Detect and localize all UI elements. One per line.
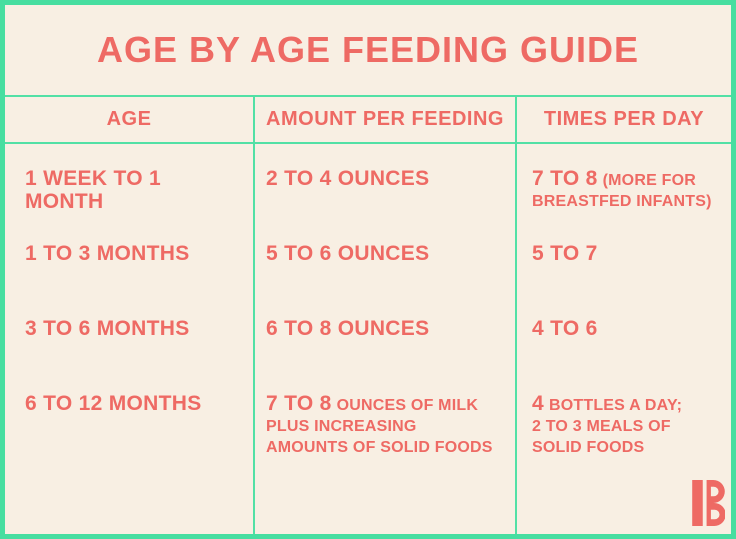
table-row-4-age-cell: 6 TO 12 MONTHS — [5, 369, 253, 534]
times-note: (MORE FOR — [602, 172, 696, 189]
table-row-1-amount-cell: 2 TO 4 OUNCES — [253, 144, 515, 219]
title-block: AGE BY AGE FEEDING GUIDE — [5, 5, 731, 97]
age-value: 1 WEEK TO 1 MONTH — [25, 167, 161, 213]
table-row-1-age-cell: 1 WEEK TO 1 MONTH — [5, 144, 253, 219]
table-row-2-age-cell: 1 TO 3 MONTHS — [5, 219, 253, 294]
table-row-4-amount-cell: 7 TO 8 OUNCES OF MILK PLUS INCREASING AMOUN… — [253, 369, 515, 534]
times-value: 7 TO 8 — [532, 167, 598, 190]
amount-value: 6 TO 8 OUNCES — [266, 317, 430, 340]
times-note: BREASTFED INFANTS) — [532, 193, 712, 210]
table-row-3-amount-cell: 6 TO 8 OUNCES — [253, 294, 515, 369]
age-value: 6 TO 12 MONTHS — [25, 392, 202, 415]
amount-value: 7 TO 8 — [266, 392, 332, 415]
times-value: 4 — [532, 392, 544, 415]
times-note: 2 TO 3 MEALS OF — [532, 418, 671, 435]
amount-note: AMOUNTS OF SOLID FOODS — [266, 439, 493, 456]
amount-value: 2 TO 4 OUNCES — [266, 167, 430, 190]
amount-note: OUNCES OF MILK — [336, 397, 479, 414]
times-value: 4 TO 6 — [532, 317, 598, 340]
table-row-2-amount-cell: 5 TO 6 OUNCES — [253, 219, 515, 294]
table-body: 1 WEEK TO 1 MONTH 2 TO 4 OUNCES 7 TO 8 (M… — [5, 144, 731, 534]
table-header-row: AGE AMOUNT PER FEEDING TIMES PER DAY — [5, 97, 731, 144]
page-title: AGE BY AGE FEEDING GUIDE — [96, 29, 640, 70]
age-value: 1 TO 3 MONTHS — [25, 242, 190, 265]
age-value: 3 TO 6 MONTHS — [25, 317, 190, 340]
table-row-3-times-cell: 4 TO 6 — [515, 294, 731, 369]
table-row-4-times-cell: 4 BOTTLES A DAY; 2 TO 3 MEALS OF SOLID FOOD… — [515, 369, 731, 534]
column-header-age: AGE — [106, 108, 152, 130]
table-row-2-times-cell: 5 TO 7 — [515, 219, 731, 294]
the-bump-logo-icon — [692, 480, 725, 526]
amount-value: 5 TO 6 OUNCES — [266, 242, 430, 265]
table-row-3-age-cell: 3 TO 6 MONTHS — [5, 294, 253, 369]
column-header-times-per-day: TIMES PER DAY — [515, 97, 731, 142]
amount-note: PLUS INCREASING — [266, 418, 417, 435]
column-header-amount-per-feeding: AMOUNT PER FEEDING — [253, 97, 515, 142]
times-note: BOTTLES A DAY; — [548, 397, 683, 414]
table-row-1-times-cell: 7 TO 8 (MORE FOR BREASTFED INFANTS) — [515, 144, 731, 219]
times-value: 5 TO 7 — [532, 242, 598, 265]
times-note: SOLID FOODS — [532, 439, 645, 456]
